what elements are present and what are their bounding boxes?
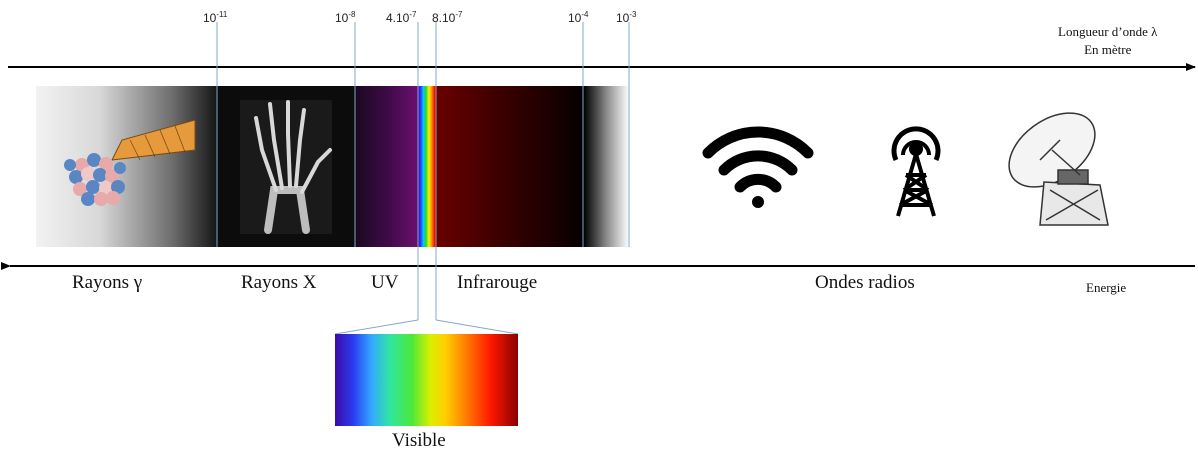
tick-label-1e-8: 10-8 (335, 10, 356, 25)
atom-nucleus-icon (64, 119, 196, 206)
satellite-dish-icon (1008, 112, 1109, 226)
visible-spectrum-expanded (335, 334, 518, 426)
tick-label-1e-3: 10-3 (616, 10, 637, 25)
gamma-band (36, 86, 217, 247)
tick-label-1e-11: 10-11 (203, 10, 228, 25)
radio-tower-icon (891, 126, 941, 217)
boundary-lines (216, 22, 630, 335)
band-label-xray: Rayons X (241, 272, 317, 293)
uv-band (355, 86, 418, 247)
wifi-icon (702, 126, 814, 208)
band-label-gamma: Rayons γ (72, 272, 143, 293)
tick-label-1e-4: 10-4 (568, 10, 589, 25)
fade-band (584, 86, 629, 247)
energy-axis-title: Energie (1086, 280, 1127, 295)
band-label-uv: UV (371, 272, 399, 293)
visible-spectrum-label: Visible (392, 430, 446, 451)
band-label-infrared: Infrarouge (457, 272, 538, 293)
tick-label-8e-7: 8.10-7 (432, 10, 463, 25)
tick-label-4e-7: 4.10-7 (386, 10, 417, 25)
spectrum-strip (36, 86, 1133, 247)
xray-hand-icon (240, 100, 332, 234)
infrared-band (436, 86, 584, 247)
wavelength-axis-title: Longueur d’onde λ En mètre (1058, 24, 1158, 57)
band-label-radio: Ondes radios (815, 272, 915, 293)
visible-band (418, 86, 436, 247)
